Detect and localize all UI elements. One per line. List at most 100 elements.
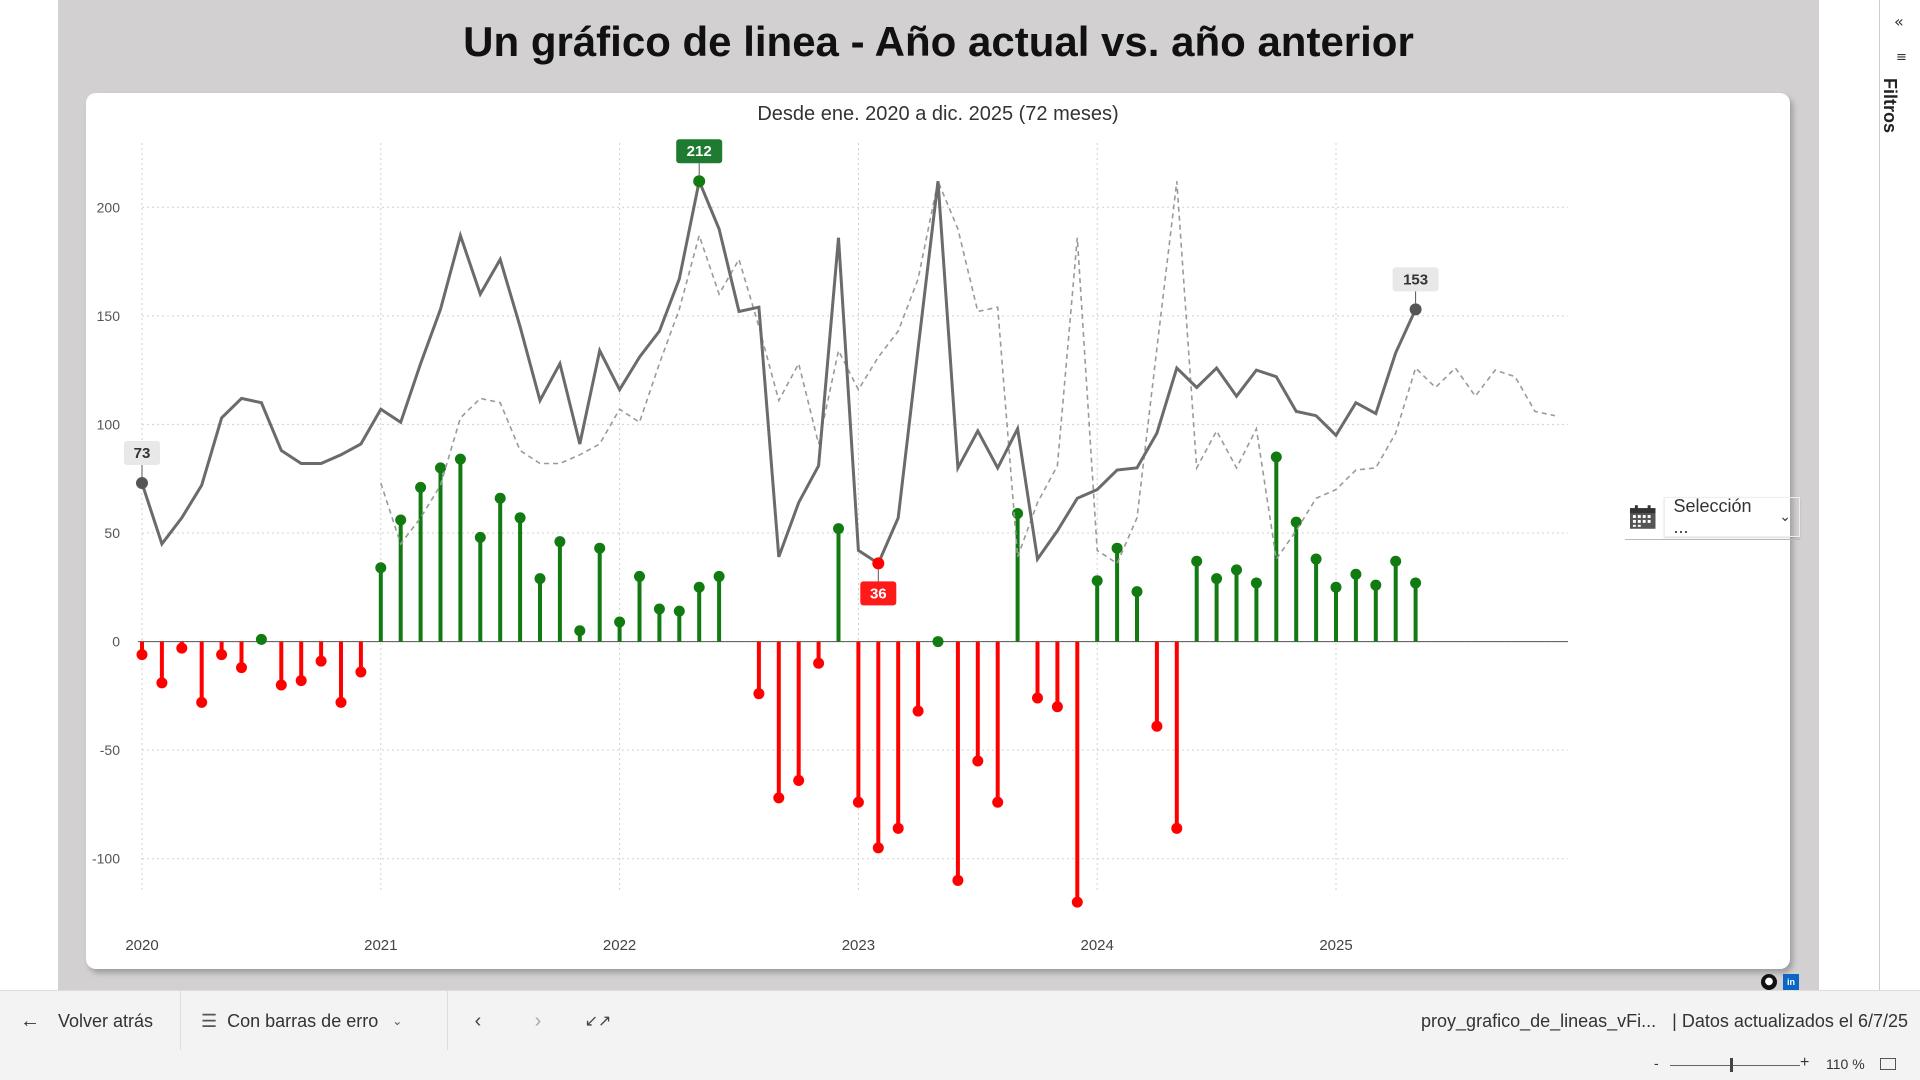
difference-point	[833, 523, 844, 535]
annotation-point	[693, 175, 706, 188]
difference-point	[295, 675, 307, 687]
difference-point	[872, 842, 884, 854]
previous-page-button[interactable]: ‹	[474, 1009, 482, 1032]
difference-point	[1231, 564, 1242, 576]
difference-point	[932, 636, 944, 648]
annotation-label: 36	[870, 585, 887, 602]
annotation-label-bg	[676, 139, 723, 164]
difference-point	[156, 677, 168, 689]
difference-point	[892, 822, 904, 834]
y-tick-label: 150	[97, 308, 121, 324]
status-bar: - + 110 %	[0, 1050, 1920, 1080]
linkedin-icon[interactable]: in	[1783, 974, 1799, 990]
github-icon[interactable]: ●	[1761, 974, 1777, 990]
difference-point	[435, 462, 446, 474]
difference-point	[335, 696, 347, 708]
difference-point	[713, 570, 725, 582]
difference-point	[992, 796, 1004, 808]
difference-point	[136, 649, 148, 661]
x-tick-label: 2024	[1081, 937, 1114, 954]
chart-subtitle: Desde ene. 2020 a dic. 2025 (72 meses)	[757, 103, 1119, 125]
back-button[interactable]: ← Volver atrás	[0, 991, 181, 1051]
annotation-label: 73	[134, 445, 151, 462]
chart-card: -100 -50 0 50 100 150 200 2020 2021 2022 2023 2024 2…	[86, 93, 1790, 969]
difference-point	[1370, 579, 1382, 591]
calendar-icon	[1629, 505, 1656, 529]
x-tick-label: 2023	[842, 937, 875, 954]
difference-point	[534, 573, 546, 585]
social-links: ● in	[1761, 974, 1799, 990]
pages-icon: ☰	[201, 1010, 218, 1031]
zoom-slider-thumb[interactable]	[1730, 1058, 1733, 1072]
chevron-down-icon: ⌄	[392, 1014, 403, 1028]
x-tick-label: 2025	[1319, 937, 1352, 954]
difference-point	[1171, 822, 1183, 834]
previous-year-line	[380, 178, 1556, 565]
difference-point	[753, 688, 765, 700]
difference-point	[514, 512, 526, 524]
report-canvas: Un gráfico de linea - Año actual vs. año…	[58, 0, 1819, 990]
filters-pane[interactable]: « ≡ Filtros	[1879, 0, 1920, 990]
difference-point	[176, 642, 188, 654]
difference-point	[574, 625, 586, 637]
difference-point	[1211, 573, 1223, 585]
difference-point	[773, 792, 785, 804]
difference-point	[236, 662, 247, 674]
difference-point	[634, 570, 645, 582]
annotation-point	[136, 477, 148, 490]
double-chevron-left-icon[interactable]: «	[1894, 12, 1904, 31]
difference-point	[693, 581, 705, 593]
annotation-label: 153	[1403, 271, 1428, 288]
difference-point	[673, 605, 685, 617]
difference-point	[255, 633, 267, 645]
annotation-label: 212	[687, 143, 712, 160]
y-tick-label: 50	[104, 525, 120, 541]
difference-point	[1310, 553, 1322, 565]
date-slicer[interactable]: Selección ... ⌄	[1625, 495, 1800, 540]
x-tick-label: 2020	[125, 937, 158, 954]
y-tick-label: -50	[100, 742, 120, 758]
page-title: Un gráfico de linea - Año actual vs. año…	[463, 18, 1414, 65]
difference-point	[1410, 577, 1422, 589]
data-updated-label: | Datos actualizados el 6/7/25	[1672, 1010, 1908, 1031]
annotation-label-bg	[1392, 267, 1439, 292]
difference-point	[1071, 896, 1083, 908]
back-label: Volver atrás	[58, 1010, 154, 1031]
difference-point	[912, 705, 924, 717]
difference-point	[1330, 581, 1342, 593]
difference-point	[454, 453, 466, 465]
annotation-label-bg	[124, 441, 160, 466]
difference-point	[952, 874, 964, 886]
zoom-out-button[interactable]: -	[1654, 1055, 1659, 1071]
difference-point	[1390, 555, 1402, 567]
slicer-dropdown[interactable]: Selección ... ⌄	[1664, 496, 1800, 537]
exit-focus-icon[interactable]: ↙↗	[584, 1013, 612, 1030]
difference-point	[1091, 575, 1103, 587]
difference-point	[653, 603, 665, 615]
zoom-slider[interactable]	[1670, 1065, 1800, 1066]
difference-point	[594, 542, 606, 554]
difference-point	[415, 481, 427, 493]
next-page-button[interactable]: ›	[534, 1009, 542, 1032]
current-year-line	[140, 176, 1417, 566]
zoom-in-button[interactable]: +	[1800, 1054, 1810, 1071]
y-tick-label: 0	[112, 634, 120, 650]
difference-point	[355, 666, 367, 678]
chevron-down-icon: ⌄	[1779, 509, 1791, 525]
x-tick-label: 2022	[603, 937, 636, 954]
difference-point	[1270, 451, 1282, 463]
difference-point	[1350, 568, 1362, 580]
difference-point	[554, 536, 566, 548]
arrow-left-icon: ←	[20, 1009, 40, 1032]
fit-to-page-icon[interactable]	[1880, 1058, 1896, 1070]
x-tick-label: 2021	[364, 937, 397, 954]
difference-point	[972, 755, 984, 767]
page-selector[interactable]: ☰ Con barras de erro ⌄	[181, 991, 448, 1051]
difference-point	[395, 514, 407, 526]
difference-point	[275, 679, 287, 691]
difference-point	[494, 492, 506, 504]
file-name: proy_grafico_de_lineas_vFi...	[1421, 1010, 1657, 1031]
difference-point	[1032, 692, 1043, 704]
zoom-level: 110 %	[1826, 1056, 1865, 1072]
difference-point	[614, 616, 626, 628]
